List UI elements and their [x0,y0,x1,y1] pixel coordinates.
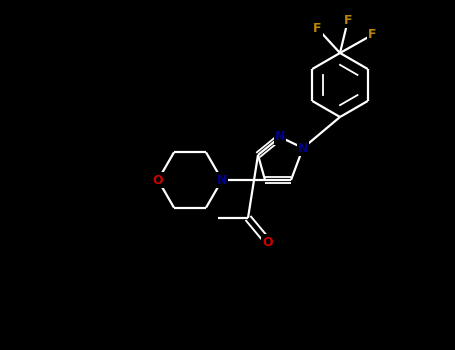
Text: F: F [313,21,321,35]
Text: F: F [368,28,376,42]
Text: F: F [344,14,352,27]
Text: N: N [298,141,308,154]
Text: N: N [275,131,285,144]
Text: O: O [153,174,163,187]
Text: N: N [217,174,227,187]
Text: O: O [263,236,273,248]
